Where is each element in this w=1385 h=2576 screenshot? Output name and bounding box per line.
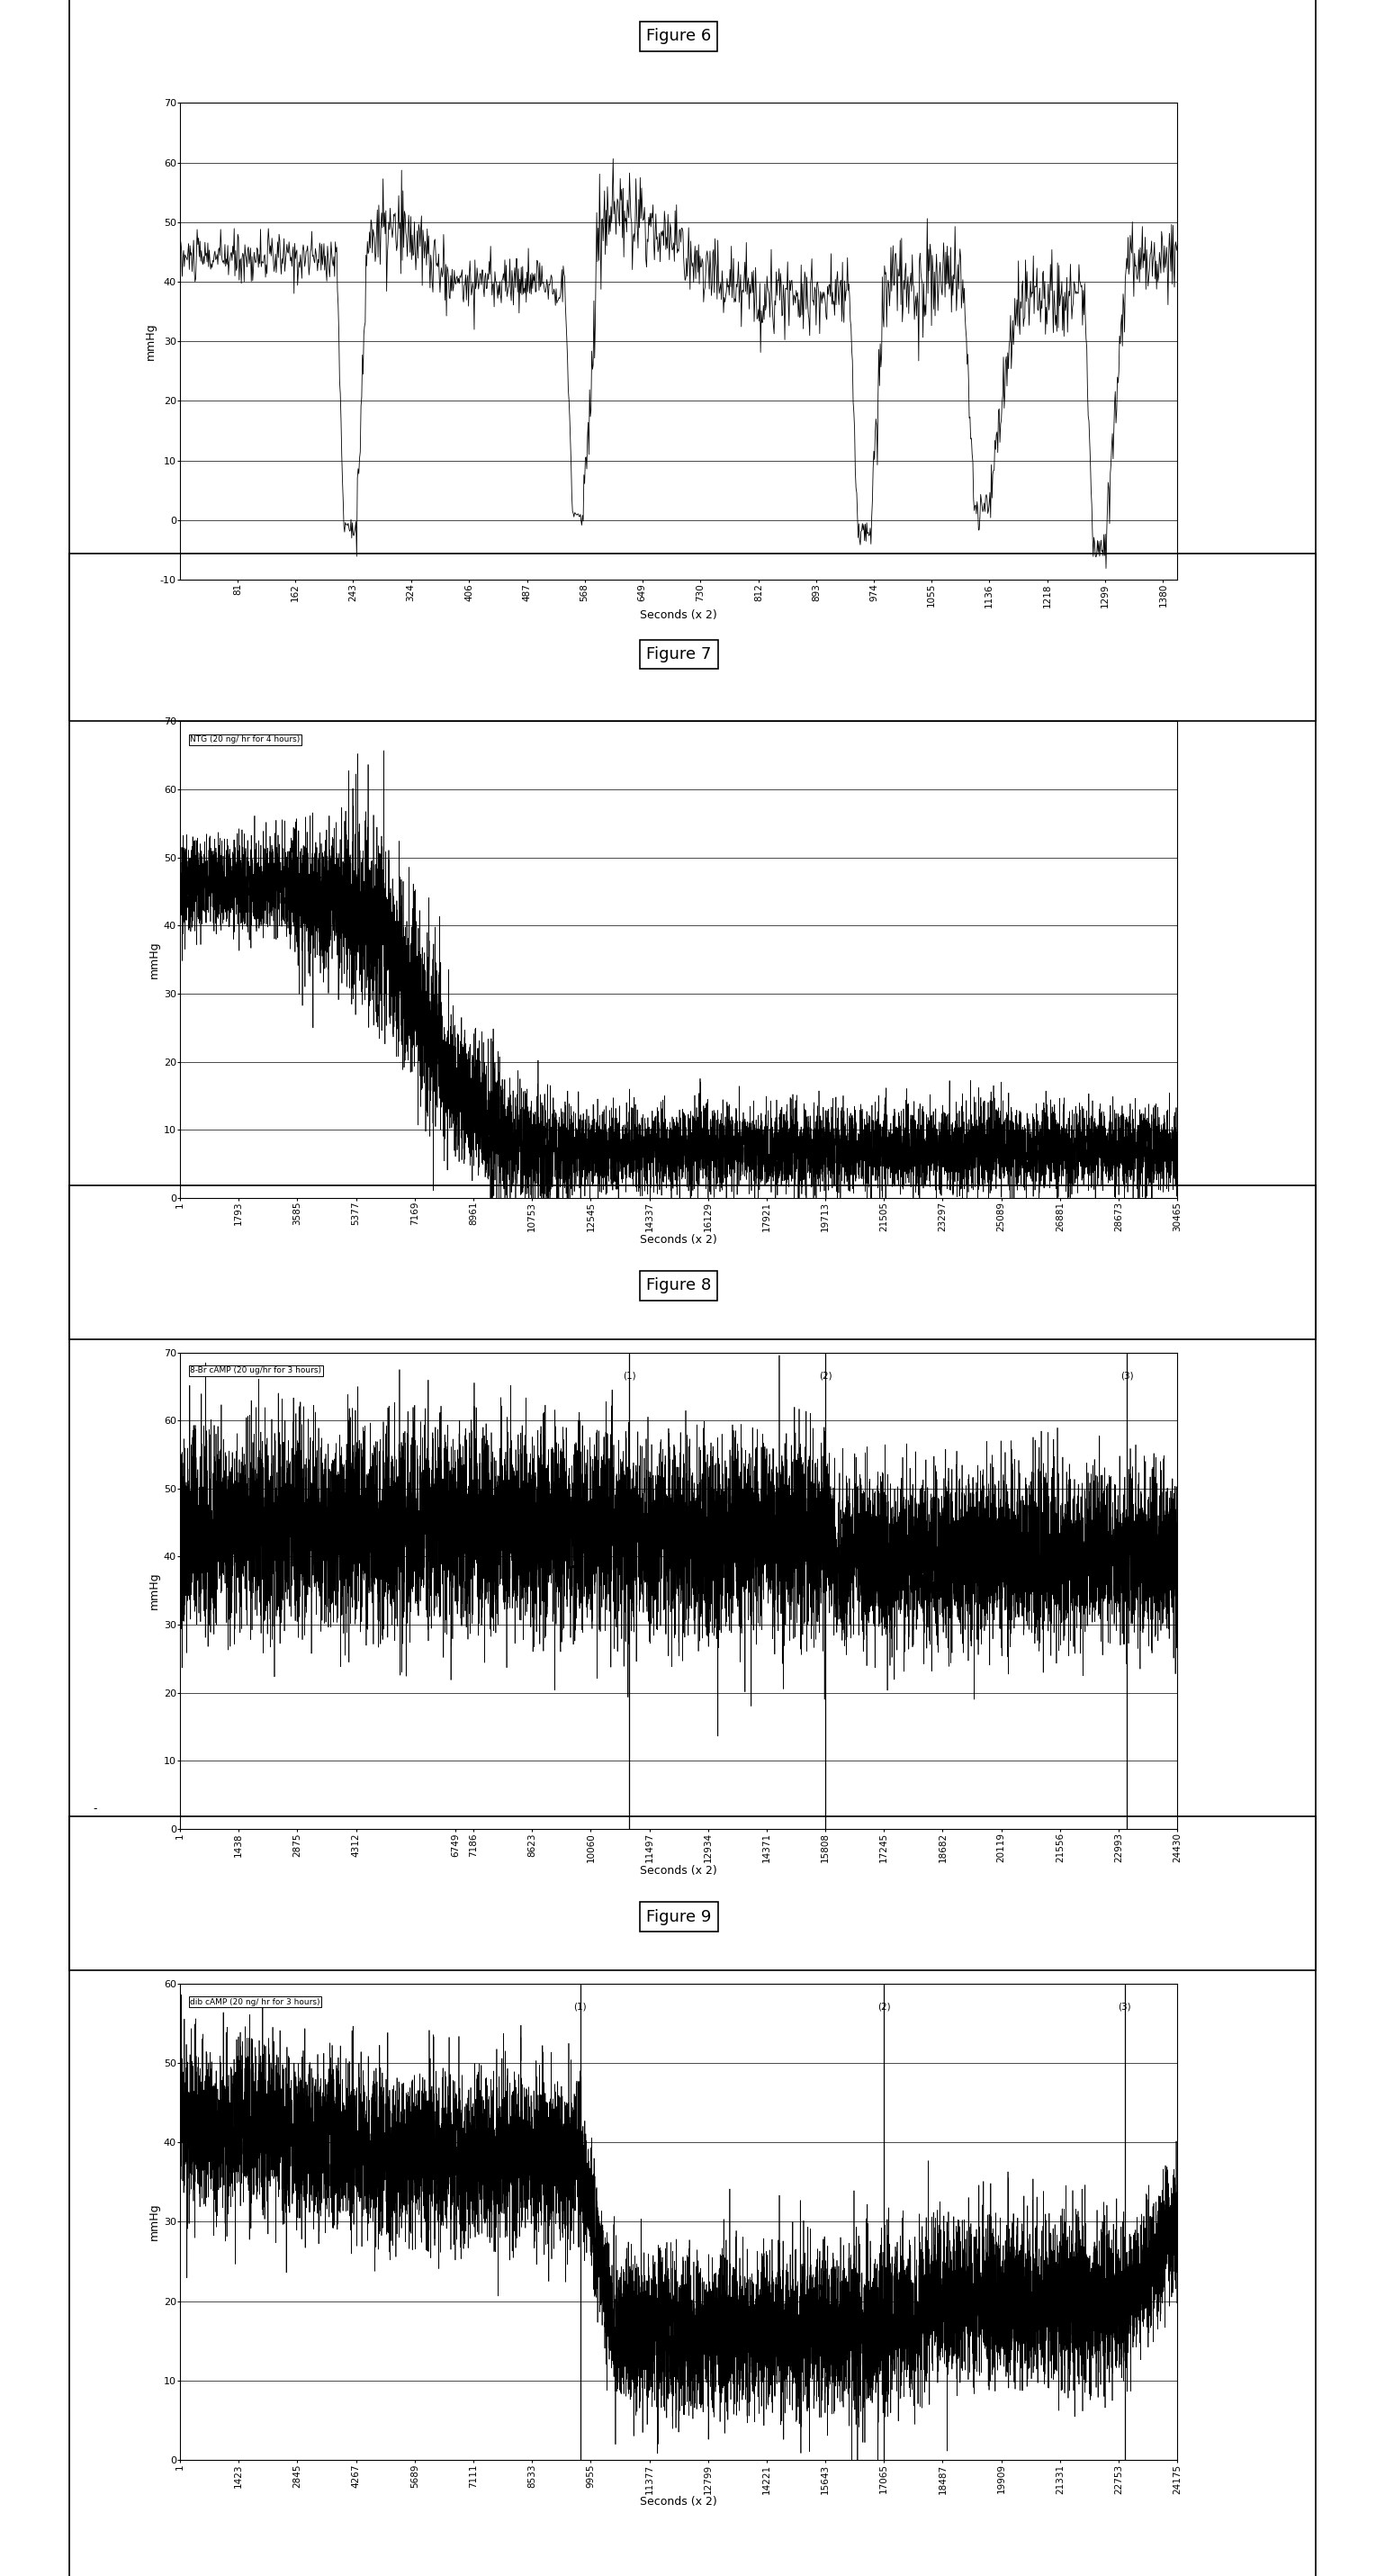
Text: Figure 7: Figure 7 bbox=[645, 647, 712, 662]
Text: (1): (1) bbox=[573, 2002, 587, 2012]
Text: dib cAMP (20 ng/ hr for 3 hours): dib cAMP (20 ng/ hr for 3 hours) bbox=[190, 1999, 320, 2007]
Y-axis label: mmHg: mmHg bbox=[148, 940, 159, 979]
Text: (2): (2) bbox=[819, 1370, 832, 1381]
Text: (3): (3) bbox=[1118, 2002, 1132, 2012]
Text: * NTG (20 ng/ min every 30 minutes): * NTG (20 ng/ min every 30 minutes) bbox=[996, 760, 1147, 768]
Text: (1): (1) bbox=[622, 1370, 636, 1381]
Text: 8-Br cAMP (20 ug/hr for 3 hours): 8-Br cAMP (20 ug/hr for 3 hours) bbox=[190, 1368, 321, 1376]
Y-axis label: mmHg: mmHg bbox=[144, 322, 157, 361]
Y-axis label: mmHg: mmHg bbox=[148, 1571, 159, 1610]
X-axis label: Seconds (x 2): Seconds (x 2) bbox=[640, 1234, 717, 1247]
Text: * moved catheter: * moved catheter bbox=[759, 2009, 830, 2017]
Text: (3): (3) bbox=[1120, 1370, 1134, 1381]
X-axis label: Seconds (x 2): Seconds (x 2) bbox=[640, 2496, 717, 2509]
Text: Figure 9: Figure 9 bbox=[645, 1909, 712, 1924]
Y-axis label: mmHg: mmHg bbox=[148, 2202, 159, 2241]
Text: (2): (2) bbox=[877, 2002, 891, 2012]
Text: -: - bbox=[93, 1803, 97, 1814]
X-axis label: Seconds (x 2): Seconds (x 2) bbox=[640, 611, 717, 621]
Text: Figure 6: Figure 6 bbox=[647, 28, 711, 44]
Text: Figure 8: Figure 8 bbox=[647, 1278, 711, 1293]
X-axis label: Seconds (x 2): Seconds (x 2) bbox=[640, 1865, 717, 1878]
Text: NTG (20 ng/ hr for 4 hours): NTG (20 ng/ hr for 4 hours) bbox=[190, 737, 301, 744]
Text: * hours post-NTG: * hours post-NTG bbox=[759, 1378, 828, 1386]
